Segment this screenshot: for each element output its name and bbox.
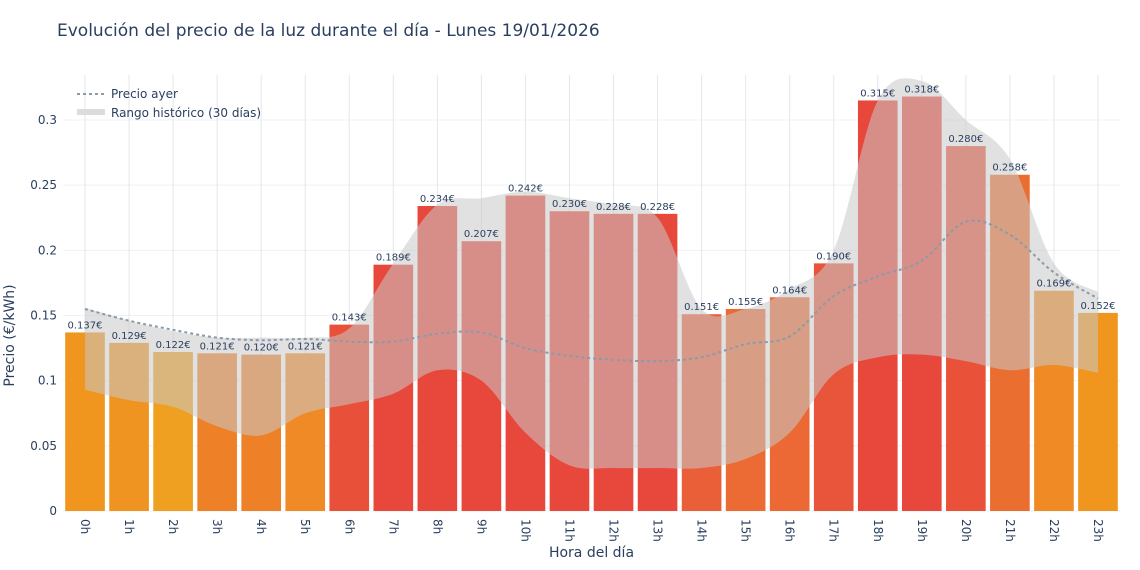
x-axis-title: Hora del día [549, 545, 634, 561]
x-tick-label: 10h [518, 519, 532, 542]
x-tick-label: 14h [695, 519, 709, 542]
data-label: 0.318€ [904, 85, 939, 96]
x-tick-label: 2h [166, 519, 180, 534]
data-label: 0.189€ [376, 253, 411, 264]
x-tick-label: 12h [607, 519, 621, 542]
data-label: 0.207€ [464, 229, 499, 240]
x-tick-label: 7h [386, 519, 400, 534]
x-tick-label: 19h [915, 519, 929, 542]
data-label: 0.122€ [156, 340, 191, 351]
data-label: 0.315€ [860, 88, 895, 99]
data-label: 0.143€ [332, 313, 367, 324]
data-label: 0.190€ [816, 251, 851, 262]
data-label: 0.120€ [244, 343, 279, 354]
yesterday-price-line [84, 219, 1099, 363]
x-tick-label: 5h [298, 519, 312, 534]
x-tick-label: 13h [651, 519, 665, 542]
x-tick-label: 22h [1047, 519, 1061, 542]
data-label: 0.155€ [728, 297, 763, 308]
y-tick-label: 0.2 [38, 243, 57, 257]
x-tick-label: 3h [210, 519, 224, 534]
y-tick-label: 0 [49, 504, 57, 518]
data-label: 0.242€ [508, 184, 543, 195]
x-tick-label: 23h [1091, 519, 1105, 542]
data-label: 0.230€ [552, 199, 587, 210]
x-tick-label: 6h [342, 519, 356, 534]
data-label: 0.121€ [200, 341, 235, 352]
data-label: 0.121€ [288, 341, 323, 352]
x-tick-label: 0h [78, 519, 92, 534]
x-tick-label: 20h [959, 519, 973, 542]
x-tick-label: 18h [871, 519, 885, 542]
y-tick-label: 0.1 [38, 374, 57, 388]
data-label: 0.258€ [992, 163, 1027, 174]
x-tick-label: 8h [430, 519, 444, 534]
x-tick-label: 15h [739, 519, 753, 542]
data-label: 0.164€ [772, 285, 807, 296]
chart-title: Evolución del precio de la luz durante e… [57, 21, 600, 41]
legend-label: Precio ayer [111, 87, 178, 101]
x-tick-label: 11h [562, 519, 576, 542]
data-label: 0.280€ [948, 134, 983, 145]
legend-label: Rango histórico (30 días) [111, 106, 261, 120]
x-tick-label: 9h [474, 519, 488, 534]
y-tick-label: 0.3 [38, 113, 57, 127]
x-tick-label: 16h [783, 519, 797, 542]
data-label: 0.228€ [640, 202, 675, 213]
y-tick-label: 0.15 [30, 309, 57, 323]
data-label: 0.151€ [684, 302, 719, 313]
y-axis-title: Precio (€/kWh) [2, 284, 18, 386]
x-tick-label: 4h [254, 519, 268, 534]
historic-range-band [85, 78, 1098, 469]
y-tick-label: 0.05 [30, 439, 57, 453]
data-label: 0.152€ [1080, 301, 1115, 312]
x-tick-label: 21h [1003, 519, 1017, 542]
legend-band-swatch [77, 109, 105, 115]
data-label: 0.234€ [420, 194, 455, 205]
data-label: 0.129€ [112, 331, 147, 342]
data-label: 0.137€ [68, 320, 103, 331]
y-tick-label: 0.25 [30, 178, 57, 192]
x-tick-label: 1h [122, 519, 136, 534]
x-tick-label: 17h [827, 519, 841, 542]
data-label: 0.169€ [1036, 279, 1071, 290]
data-label: 0.228€ [596, 202, 631, 213]
